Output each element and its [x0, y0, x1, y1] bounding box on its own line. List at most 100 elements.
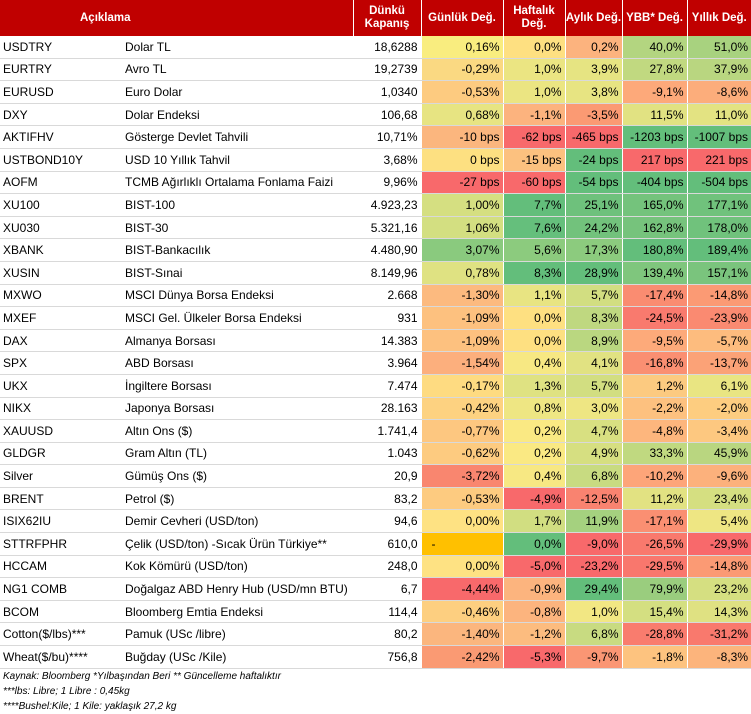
ytd-change: -10,2% — [621, 464, 688, 488]
close-value: 14.383 — [353, 329, 422, 353]
table-row: Silver Gümüş Ons ($) 20,9 -3,72% 0,4% 6,8% -10… — [0, 464, 751, 488]
weekly-change: 0,8% — [502, 397, 566, 421]
asset-code: XAUUSD — [0, 419, 121, 443]
close-value: 4.480,90 — [353, 238, 422, 262]
daily-change: 3,07% — [420, 238, 504, 262]
weekly-change: 7,7% — [502, 193, 566, 217]
asset-code: STTRFPHR — [0, 532, 121, 556]
asset-description: Buğday (USc /Kile) — [121, 645, 354, 669]
ytd-change: -1203 bps — [621, 125, 688, 149]
daily-change: -2,42% — [420, 645, 504, 669]
asset-description: Gram Altın (TL) — [121, 442, 354, 466]
daily-change: -1,30% — [420, 284, 504, 308]
yearly-change: 5,4% — [686, 509, 751, 534]
asset-description: Almanya Borsası — [121, 329, 354, 353]
table-row: EURUSD Euro Dolar 1,0340 -0,53% 1,0% 3,8% -9,1… — [0, 80, 751, 104]
daily-change: -3,72% — [420, 464, 504, 488]
close-value: 1,0340 — [353, 80, 422, 104]
monthly-change: 4,9% — [564, 442, 623, 466]
table-row: USDTRY Dolar TL 18,6288 0,16% 0,0% 0,2% 40,0% 5… — [0, 36, 751, 59]
ytd-change: -404 bps — [621, 171, 688, 195]
table-row: BCOM Bloomberg Emtia Endeksi 114,4 -0,46% -0… — [0, 600, 751, 624]
ytd-change: 139,4% — [621, 261, 688, 285]
monthly-change: -9,0% — [564, 532, 623, 556]
close-value: 3,68% — [353, 148, 422, 172]
yearly-change: -14,8% — [686, 555, 751, 579]
ytd-change: -29,5% — [621, 555, 688, 579]
yearly-change: -23,9% — [686, 306, 751, 330]
asset-code: NG1 COMB — [0, 577, 121, 601]
yearly-change: 51,0% — [686, 36, 751, 59]
monthly-change: 17,3% — [564, 238, 623, 262]
asset-description: Doğalgaz ABD Henry Hub (USD/mn BTU) — [121, 577, 354, 601]
asset-description: BIST-100 — [121, 193, 354, 217]
daily-change: -1,09% — [420, 329, 504, 353]
table-row: STTRFPHR Çelik (USD/ton) -Sıcak Ürün Türk… — [0, 532, 751, 556]
table-row: DXY Dolar Endeksi 106,68 0,68% -1,1% -3,5% 11,… — [0, 103, 751, 127]
ytd-change: 15,4% — [621, 600, 688, 624]
yearly-change: 178,0% — [686, 216, 751, 240]
weekly-change: 8,3% — [502, 261, 566, 285]
close-value: 610,0 — [353, 532, 422, 556]
monthly-change: 25,1% — [564, 193, 623, 217]
ytd-change: -28,8% — [621, 622, 688, 647]
table-row: DAX Almanya Borsası 14.383 -1,09% 0,0% 8,9% -9… — [0, 329, 751, 353]
ytd-change: -17,1% — [621, 509, 688, 534]
close-value: 5.321,16 — [353, 216, 422, 240]
monthly-change: -23,2% — [564, 555, 623, 579]
table-row: XU030 BIST-30 5.321,16 1,06% 7,6% 24,2% 162,8%… — [0, 216, 751, 240]
asset-code: Silver — [0, 464, 121, 488]
ytd-change: -24,5% — [621, 306, 688, 330]
ytd-change: 162,8% — [621, 216, 688, 240]
weekly-change: 0,2% — [502, 442, 566, 466]
close-value: 1.043 — [353, 442, 422, 466]
header-monthly: Aylık Değ. — [565, 0, 623, 36]
daily-change: -4,44% — [420, 577, 504, 601]
weekly-change: -15 bps — [502, 148, 566, 172]
asset-description: BIST-Bankacılık — [121, 238, 354, 262]
table-row: XAUUSD Altın Ons ($) 1.741,4 -0,77% 0,2% 4,7%… — [0, 419, 751, 443]
asset-code: NIKX — [0, 397, 121, 421]
monthly-change: 1,0% — [564, 600, 623, 624]
ytd-change: -2,2% — [621, 397, 688, 421]
daily-change: -0,29% — [420, 58, 504, 82]
asset-code: BCOM — [0, 600, 121, 624]
header-weekly: Haftalık Değ. — [503, 0, 566, 36]
asset-description: MSCI Dünya Borsa Endeksi — [121, 284, 354, 308]
weekly-change: -5,3% — [502, 645, 566, 669]
close-value: 931 — [353, 306, 422, 330]
asset-code: HCCAM — [0, 555, 121, 579]
close-value: 80,2 — [353, 622, 422, 647]
header-ytd: YBB* Değ. — [622, 0, 688, 36]
ytd-change: 79,9% — [621, 577, 688, 601]
asset-code: UKX — [0, 374, 121, 398]
asset-code: Cotton($/lbs)*** — [0, 622, 121, 647]
close-value: 3.964 — [353, 351, 422, 375]
table-row: SPX ABD Borsası 3.964 -1,54% 0,4% 4,1% -16,8% -… — [0, 351, 751, 375]
asset-code: DAX — [0, 329, 121, 353]
yearly-change: -8,6% — [686, 80, 751, 104]
asset-description: Gösterge Devlet Tahvili — [121, 125, 354, 149]
daily-change: -0,42% — [420, 397, 504, 421]
asset-code: GLDGR — [0, 442, 121, 466]
monthly-change: 6,8% — [564, 622, 623, 647]
asset-code: AKTIFHV — [0, 125, 121, 149]
daily-change: 0,16% — [420, 36, 504, 59]
asset-description: MSCI Gel. Ülkeler Borsa Endeksi — [121, 306, 354, 330]
monthly-change: -465 bps — [564, 125, 623, 149]
weekly-change: 0,0% — [502, 36, 566, 59]
weekly-change: -60 bps — [502, 171, 566, 195]
asset-description: Japonya Borsası — [121, 397, 354, 421]
asset-description: Kok Kömürü (USD/ton) — [121, 555, 354, 579]
table-row: USTBOND10Y USD 10 Yıllık Tahvil 3,68% 0 bps… — [0, 148, 751, 172]
yearly-change: 6,1% — [686, 374, 751, 398]
ytd-change: 33,3% — [621, 442, 688, 466]
yearly-change: 37,9% — [686, 58, 751, 82]
weekly-change: -0,8% — [502, 600, 566, 624]
close-value: 18,6288 — [353, 36, 422, 59]
yearly-change: -8,3% — [686, 645, 751, 669]
close-value: 106,68 — [353, 103, 422, 127]
close-value: 19,2739 — [353, 58, 422, 82]
yearly-change: -14,8% — [686, 284, 751, 308]
daily-change: -27 bps — [420, 171, 504, 195]
